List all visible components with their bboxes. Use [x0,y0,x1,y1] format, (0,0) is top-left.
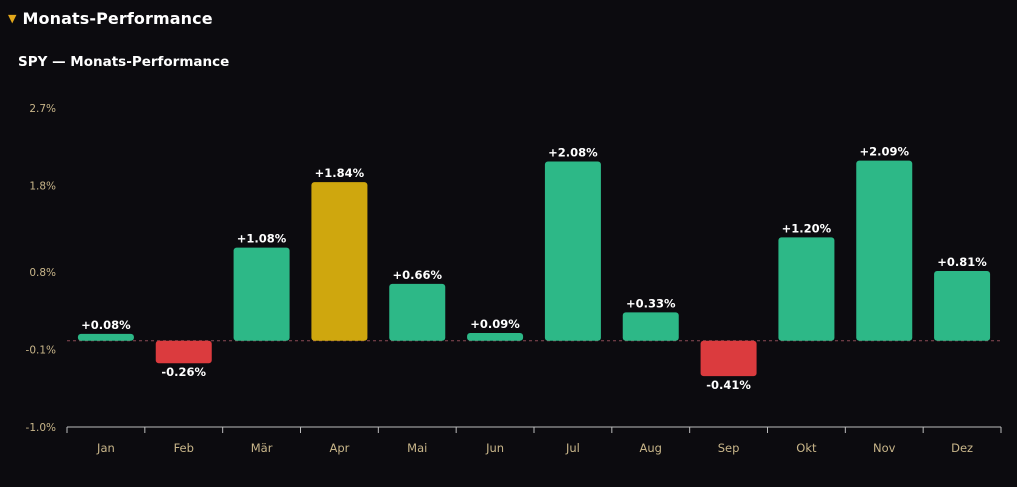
bar-value-label: +0.81% [937,255,987,269]
x-tick-label: Jul [565,441,580,455]
bar-nov [856,160,913,341]
bar-value-label: +2.09% [859,145,909,159]
bar-value-label: +0.33% [626,296,676,310]
bar-value-label: -0.26% [161,365,206,379]
section-header-toggle[interactable]: ▼ Monats-Performance [8,9,213,28]
x-tick-label: Nov [873,441,896,455]
bar-jun [467,333,524,341]
y-tick-label: -1.0% [26,422,56,434]
x-tick-label: Aug [640,441,662,455]
bar-value-label: +0.08% [81,318,131,332]
bar-value-label: +1.20% [782,221,832,235]
bar-value-label: +1.84% [315,166,365,180]
x-tick-label: Feb [174,441,194,455]
bar-value-label: +0.09% [470,317,520,331]
bar-jul [544,161,601,341]
y-tick-label: -0.1% [26,344,56,356]
bar-dez [934,270,991,341]
bar-mär [233,247,290,341]
bar-value-label: -0.41% [706,378,751,392]
bar-sep [700,340,757,377]
bar-aug [622,312,679,341]
triangle-down-icon[interactable]: ▼ [8,12,17,25]
x-tick-label: Sep [718,441,740,455]
bar-feb [155,340,212,364]
x-tick-label: Apr [329,441,349,455]
x-tick-label: Mär [251,441,273,455]
bar-apr [311,182,368,341]
bar-okt [778,237,835,341]
bar-value-label: +1.08% [237,232,287,246]
x-tick-label: Mai [407,441,427,455]
x-tick-label: Okt [796,441,817,455]
y-tick-label: 0.8% [29,267,56,279]
bar-value-label: +0.66% [392,268,442,282]
chart-title: SPY — Monats-Performance [18,54,230,70]
section-title: Monats-Performance [22,9,213,28]
bar-jan [77,333,134,341]
x-tick-label: Jan [96,441,115,455]
y-tick-label: 1.8% [29,181,56,193]
bar-value-label: +2.08% [548,145,598,159]
y-tick-label: 2.7% [29,103,56,115]
x-tick-label: Jun [485,441,504,455]
bar-mai [389,283,446,341]
x-tick-label: Dez [951,441,973,455]
